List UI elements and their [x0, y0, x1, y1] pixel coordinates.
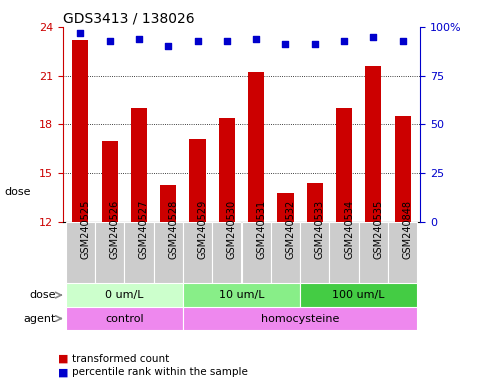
- Text: GSM240529: GSM240529: [198, 200, 208, 259]
- Bar: [271, 222, 300, 283]
- Text: GSM240528: GSM240528: [168, 200, 178, 259]
- Bar: [242, 222, 271, 283]
- Text: GSM240530: GSM240530: [227, 200, 237, 259]
- Bar: [154, 222, 183, 283]
- Bar: [388, 222, 417, 283]
- Point: [194, 38, 201, 44]
- Point: [106, 38, 114, 44]
- Bar: [359, 222, 388, 283]
- Bar: [300, 283, 417, 307]
- Point: [311, 41, 319, 48]
- Text: agent: agent: [23, 313, 56, 324]
- Bar: [131, 108, 147, 222]
- Text: ■: ■: [58, 367, 69, 377]
- Bar: [95, 222, 124, 283]
- Bar: [66, 222, 95, 283]
- Text: GDS3413 / 138026: GDS3413 / 138026: [63, 12, 195, 26]
- Point: [164, 43, 172, 50]
- Text: transformed count: transformed count: [72, 354, 170, 364]
- Bar: [307, 183, 323, 222]
- Point: [369, 33, 377, 40]
- Bar: [66, 307, 183, 330]
- Text: GSM240525: GSM240525: [80, 200, 90, 259]
- Text: 100 um/L: 100 um/L: [332, 290, 385, 300]
- Bar: [183, 307, 417, 330]
- Bar: [248, 73, 264, 222]
- Text: GSM240531: GSM240531: [256, 200, 266, 259]
- Point: [135, 35, 143, 41]
- Text: GSM240533: GSM240533: [315, 200, 325, 259]
- Point: [340, 38, 348, 44]
- Bar: [219, 118, 235, 222]
- Bar: [66, 283, 183, 307]
- Text: 0 um/L: 0 um/L: [105, 290, 143, 300]
- Bar: [189, 139, 206, 222]
- Bar: [72, 40, 88, 222]
- Bar: [212, 222, 242, 283]
- Text: GSM240848: GSM240848: [403, 200, 412, 259]
- Bar: [395, 116, 411, 222]
- Point: [282, 41, 289, 48]
- Bar: [160, 185, 176, 222]
- Text: control: control: [105, 313, 143, 324]
- Bar: [183, 283, 300, 307]
- Text: GSM240534: GSM240534: [344, 200, 354, 259]
- Bar: [329, 222, 359, 283]
- Text: GSM240526: GSM240526: [110, 200, 120, 259]
- Text: ■: ■: [58, 354, 69, 364]
- Text: percentile rank within the sample: percentile rank within the sample: [72, 367, 248, 377]
- Bar: [101, 141, 118, 222]
- Bar: [183, 222, 212, 283]
- Text: dose: dose: [29, 290, 56, 300]
- Text: dose: dose: [5, 187, 31, 197]
- Bar: [365, 66, 382, 222]
- Bar: [300, 222, 329, 283]
- Text: 10 um/L: 10 um/L: [219, 290, 264, 300]
- Point: [76, 30, 84, 36]
- Point: [223, 38, 231, 44]
- Bar: [277, 193, 294, 222]
- Point: [252, 35, 260, 41]
- Text: GSM240532: GSM240532: [285, 200, 296, 259]
- Point: [399, 38, 407, 44]
- Text: GSM240535: GSM240535: [373, 200, 384, 259]
- Text: GSM240527: GSM240527: [139, 200, 149, 259]
- Bar: [336, 108, 352, 222]
- Bar: [124, 222, 154, 283]
- Text: homocysteine: homocysteine: [261, 313, 339, 324]
